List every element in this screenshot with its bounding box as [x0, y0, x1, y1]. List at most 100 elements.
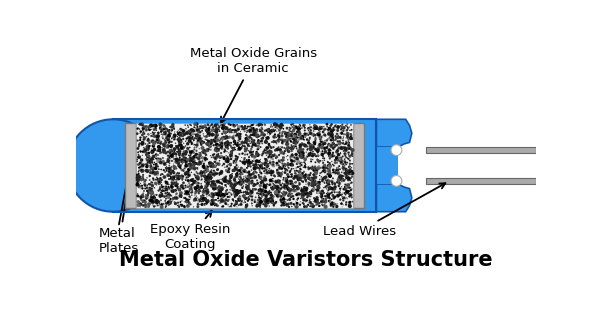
- Point: [228, 154, 238, 160]
- Point: [140, 179, 149, 184]
- Point: [219, 155, 228, 160]
- Point: [340, 184, 349, 189]
- Point: [242, 152, 252, 157]
- Point: [195, 124, 205, 129]
- Point: [288, 163, 298, 168]
- Point: [208, 181, 218, 186]
- Point: [232, 154, 241, 159]
- Point: [207, 168, 216, 173]
- Point: [216, 177, 225, 182]
- Point: [184, 173, 194, 178]
- Point: [310, 175, 320, 180]
- Point: [300, 196, 309, 201]
- Point: [226, 122, 236, 127]
- Point: [295, 153, 304, 158]
- Point: [201, 188, 211, 193]
- Point: [200, 171, 210, 176]
- Point: [257, 126, 267, 131]
- Point: [261, 174, 270, 179]
- Point: [198, 192, 207, 197]
- Point: [139, 191, 148, 196]
- Point: [340, 186, 350, 191]
- Point: [315, 185, 325, 190]
- Point: [287, 174, 297, 179]
- Point: [274, 171, 284, 176]
- Point: [304, 198, 314, 203]
- Point: [213, 192, 222, 198]
- Point: [194, 135, 204, 140]
- Point: [341, 123, 350, 128]
- Point: [221, 168, 231, 173]
- Point: [196, 182, 206, 187]
- Bar: [136, 123, 353, 208]
- Point: [134, 149, 143, 154]
- Point: [220, 178, 229, 183]
- Point: [341, 140, 351, 145]
- Point: [307, 132, 317, 137]
- Point: [278, 165, 287, 170]
- Point: [333, 147, 343, 152]
- Point: [173, 130, 182, 135]
- Point: [307, 167, 316, 172]
- Point: [178, 174, 187, 179]
- Point: [214, 187, 224, 192]
- Point: [321, 133, 330, 138]
- Point: [300, 175, 309, 180]
- Point: [266, 153, 276, 158]
- Point: [198, 196, 208, 201]
- Point: [154, 144, 164, 149]
- Point: [263, 163, 273, 168]
- Point: [210, 174, 219, 179]
- Point: [211, 129, 221, 134]
- Point: [318, 158, 327, 163]
- Point: [295, 181, 304, 187]
- Point: [238, 125, 247, 130]
- Point: [213, 153, 223, 158]
- Point: [317, 153, 327, 158]
- Point: [261, 201, 270, 206]
- Point: [272, 184, 281, 189]
- Point: [267, 192, 276, 197]
- Point: [269, 163, 278, 168]
- Point: [242, 141, 251, 146]
- Point: [274, 134, 284, 139]
- Point: [146, 186, 156, 191]
- Point: [137, 168, 147, 173]
- Point: [134, 194, 144, 199]
- Point: [133, 191, 142, 196]
- Point: [284, 148, 293, 153]
- Point: [160, 131, 170, 136]
- Point: [232, 142, 241, 147]
- Point: [313, 153, 323, 158]
- Point: [145, 124, 155, 129]
- Point: [155, 181, 164, 186]
- Point: [305, 135, 315, 140]
- Point: [327, 185, 337, 190]
- Point: [137, 158, 146, 163]
- Point: [186, 150, 196, 155]
- Point: [223, 159, 232, 164]
- Point: [188, 131, 198, 136]
- Point: [262, 139, 272, 144]
- Point: [257, 175, 267, 180]
- Point: [245, 164, 255, 169]
- Point: [205, 160, 214, 165]
- Point: [221, 190, 231, 195]
- Point: [296, 123, 305, 128]
- Point: [253, 203, 262, 208]
- Point: [276, 158, 286, 163]
- Point: [141, 203, 150, 208]
- Point: [264, 148, 274, 153]
- Point: [298, 193, 307, 198]
- Point: [275, 163, 284, 168]
- Point: [161, 188, 171, 193]
- Point: [261, 176, 271, 181]
- Point: [284, 193, 293, 198]
- Point: [311, 136, 321, 141]
- Point: [158, 142, 168, 147]
- Point: [261, 196, 271, 201]
- Point: [273, 154, 282, 159]
- Point: [266, 128, 276, 133]
- Point: [171, 201, 180, 206]
- Point: [325, 126, 334, 131]
